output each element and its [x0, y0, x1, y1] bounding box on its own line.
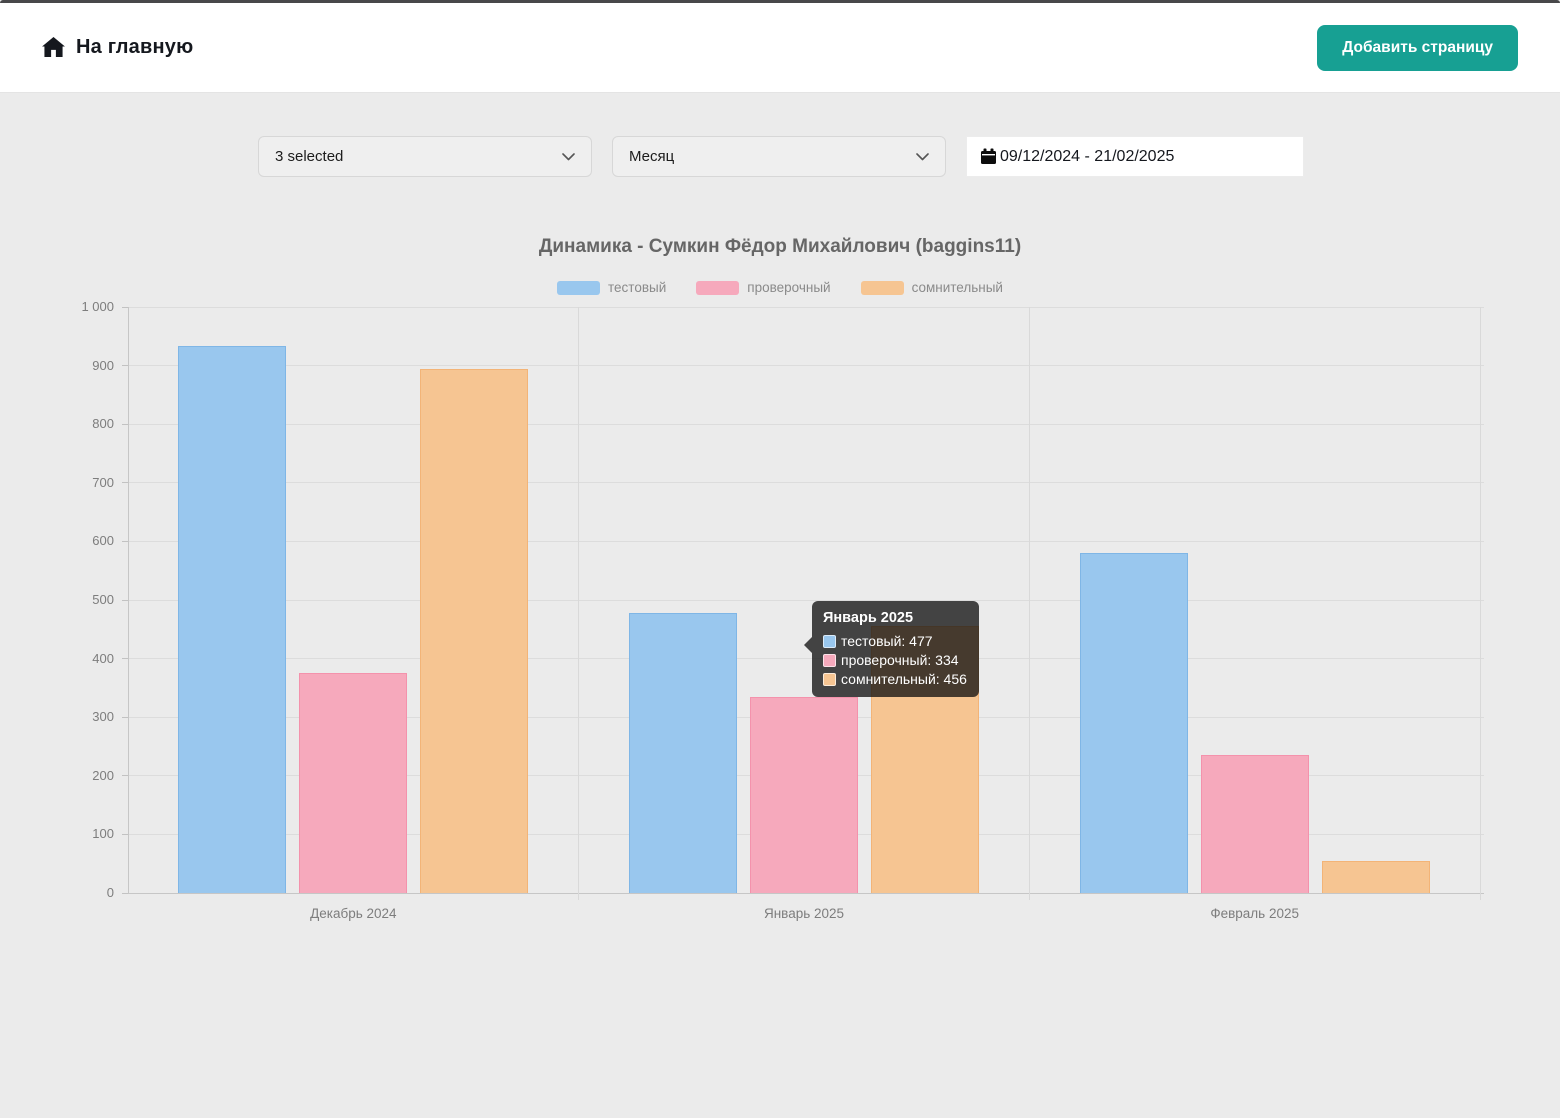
x-axis-label: Февраль 2025	[1210, 906, 1299, 921]
bar-проверочный-Январь 2025[interactable]	[750, 697, 858, 893]
bar-проверочный-Декабрь 2024[interactable]	[299, 673, 408, 893]
y-axis-tick	[122, 833, 128, 835]
y-axis-tick	[122, 482, 128, 484]
chart-legend: тестовый проверочный сомнительный	[0, 280, 1560, 295]
chevron-down-icon	[916, 152, 929, 161]
y-axis-label: 100	[92, 826, 114, 842]
bar-тестовый-Декабрь 2024[interactable]	[178, 346, 287, 893]
y-axis-label: 300	[92, 709, 114, 725]
gridline	[128, 306, 1484, 308]
bar-сомнительный-Декабрь 2024[interactable]	[420, 369, 529, 893]
legend-swatch	[696, 280, 740, 295]
home-icon	[42, 37, 65, 58]
gridline	[128, 423, 1484, 425]
bar-тестовый-Февраль 2025[interactable]	[1079, 553, 1188, 893]
legend-item-проверочный[interactable]: проверочный	[696, 280, 831, 295]
period-dropdown-value: Месяц	[629, 148, 675, 165]
tooltip-row-text: проверочный: 334	[841, 652, 959, 668]
x-axis-line	[128, 892, 1484, 894]
y-axis-line	[127, 307, 129, 893]
tooltip-row-проверочный: проверочный: 334	[823, 652, 967, 668]
legend-item-тестовый[interactable]: тестовый	[557, 280, 666, 295]
y-axis-tick	[122, 306, 128, 308]
category-separator-line	[1479, 307, 1481, 900]
chevron-down-icon	[562, 152, 575, 161]
legend-label: проверочный	[747, 280, 831, 295]
tooltip-swatch	[823, 653, 836, 667]
y-axis-label: 400	[92, 650, 114, 666]
y-axis-label: 600	[92, 533, 114, 549]
y-axis-label: 200	[92, 767, 114, 783]
date-range-input[interactable]: 09/12/2024 - 21/02/2025	[966, 136, 1304, 177]
gridline	[128, 365, 1484, 367]
tooltip-swatch	[823, 634, 836, 648]
series-multiselect[interactable]: 3 selected	[258, 136, 592, 177]
y-axis-tick	[122, 775, 128, 777]
y-axis-label: 800	[92, 416, 114, 432]
period-dropdown[interactable]: Месяц	[612, 136, 946, 177]
y-axis-label: 1 000	[81, 299, 114, 314]
legend-label: тестовый	[608, 280, 667, 295]
y-axis-tick	[122, 716, 128, 718]
tooltip-title: Январь 2025	[823, 610, 914, 626]
y-axis-label: 0	[106, 885, 114, 900]
tooltip-arrow	[804, 637, 812, 653]
tooltip-row-сомнительный: сомнительный: 456	[823, 671, 967, 687]
app-header: На главную Добавить страницу	[0, 3, 1560, 93]
bar-тестовый-Январь 2025[interactable]	[629, 613, 737, 893]
category-separator-line	[1028, 307, 1030, 900]
bar-сомнительный-Февраль 2025[interactable]	[1321, 861, 1430, 893]
gridline	[128, 599, 1484, 601]
category-separator-line	[578, 307, 580, 900]
y-axis-tick	[122, 892, 128, 894]
window-top-edge	[0, 0, 1560, 3]
tooltip-row-тестовый: тестовый: 477	[823, 633, 967, 649]
legend-label: сомнительный	[911, 280, 1003, 295]
tooltip-row-text: тестовый: 477	[841, 633, 933, 649]
legend-item-сомнительный[interactable]: сомнительный	[860, 280, 1003, 295]
home-link[interactable]: На главную	[42, 36, 193, 59]
y-axis-label: 700	[92, 474, 114, 490]
y-axis-tick	[122, 540, 128, 542]
x-axis-label: Январь 2025	[763, 906, 845, 921]
add-page-button[interactable]: Добавить страницу	[1317, 24, 1518, 71]
tooltip-row-text: сомнительный: 456	[841, 671, 967, 687]
y-axis-label: 900	[92, 357, 114, 373]
chart-tooltip: Январь 2025 тестовый: 477 проверочный: 33…	[804, 601, 979, 697]
y-axis-tick	[122, 658, 128, 660]
gridline	[128, 482, 1484, 484]
y-axis-tick	[122, 365, 128, 367]
y-axis-label: 500	[92, 592, 114, 607]
series-multiselect-value: 3 selected	[275, 148, 344, 165]
gridline	[128, 540, 1484, 542]
y-axis-tick	[122, 599, 128, 601]
gridline	[128, 658, 1484, 660]
x-axis-label: Декабрь 2024	[310, 906, 397, 921]
tooltip-swatch	[823, 672, 836, 686]
filters-bar: 3 selected Месяц 09/12/2024 - 21/02/2025	[258, 136, 1304, 177]
calendar-icon	[980, 148, 1000, 165]
legend-swatch	[557, 280, 601, 295]
home-link-label: На главную	[76, 36, 194, 58]
bar-проверочный-Февраль 2025[interactable]	[1200, 755, 1309, 893]
y-axis-tick	[122, 423, 128, 425]
chart-title: Динамика - Сумкин Фёдор Михайлович (bagg…	[538, 236, 1022, 257]
date-range-value: 09/12/2024 - 21/02/2025	[1000, 147, 1175, 165]
legend-swatch	[860, 280, 904, 295]
